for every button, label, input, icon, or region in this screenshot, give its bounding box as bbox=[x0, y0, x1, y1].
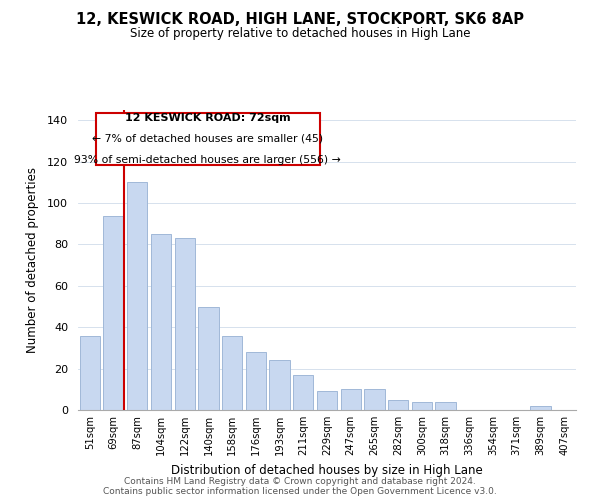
Text: Contains HM Land Registry data © Crown copyright and database right 2024.: Contains HM Land Registry data © Crown c… bbox=[124, 476, 476, 486]
Bar bbox=[103, 216, 124, 410]
Bar bbox=[246, 352, 266, 410]
Bar bbox=[364, 390, 385, 410]
Text: 12 KESWICK ROAD: 72sqm: 12 KESWICK ROAD: 72sqm bbox=[125, 113, 290, 123]
Bar bbox=[175, 238, 195, 410]
Bar bbox=[151, 234, 171, 410]
Bar bbox=[412, 402, 432, 410]
Bar bbox=[127, 182, 148, 410]
Text: 93% of semi-detached houses are larger (556) →: 93% of semi-detached houses are larger (… bbox=[74, 155, 341, 165]
Bar bbox=[80, 336, 100, 410]
Text: 12, KESWICK ROAD, HIGH LANE, STOCKPORT, SK6 8AP: 12, KESWICK ROAD, HIGH LANE, STOCKPORT, … bbox=[76, 12, 524, 28]
Text: Size of property relative to detached houses in High Lane: Size of property relative to detached ho… bbox=[130, 28, 470, 40]
Y-axis label: Number of detached properties: Number of detached properties bbox=[26, 167, 39, 353]
Bar bbox=[269, 360, 290, 410]
Bar bbox=[317, 392, 337, 410]
Bar bbox=[199, 306, 218, 410]
Bar bbox=[530, 406, 551, 410]
Bar bbox=[388, 400, 408, 410]
Text: ← 7% of detached houses are smaller (45): ← 7% of detached houses are smaller (45) bbox=[92, 134, 323, 144]
X-axis label: Distribution of detached houses by size in High Lane: Distribution of detached houses by size … bbox=[171, 464, 483, 476]
FancyBboxPatch shape bbox=[95, 112, 320, 166]
Text: Contains public sector information licensed under the Open Government Licence v3: Contains public sector information licen… bbox=[103, 488, 497, 496]
Bar bbox=[341, 390, 361, 410]
Bar bbox=[222, 336, 242, 410]
Bar bbox=[436, 402, 455, 410]
Bar bbox=[293, 375, 313, 410]
